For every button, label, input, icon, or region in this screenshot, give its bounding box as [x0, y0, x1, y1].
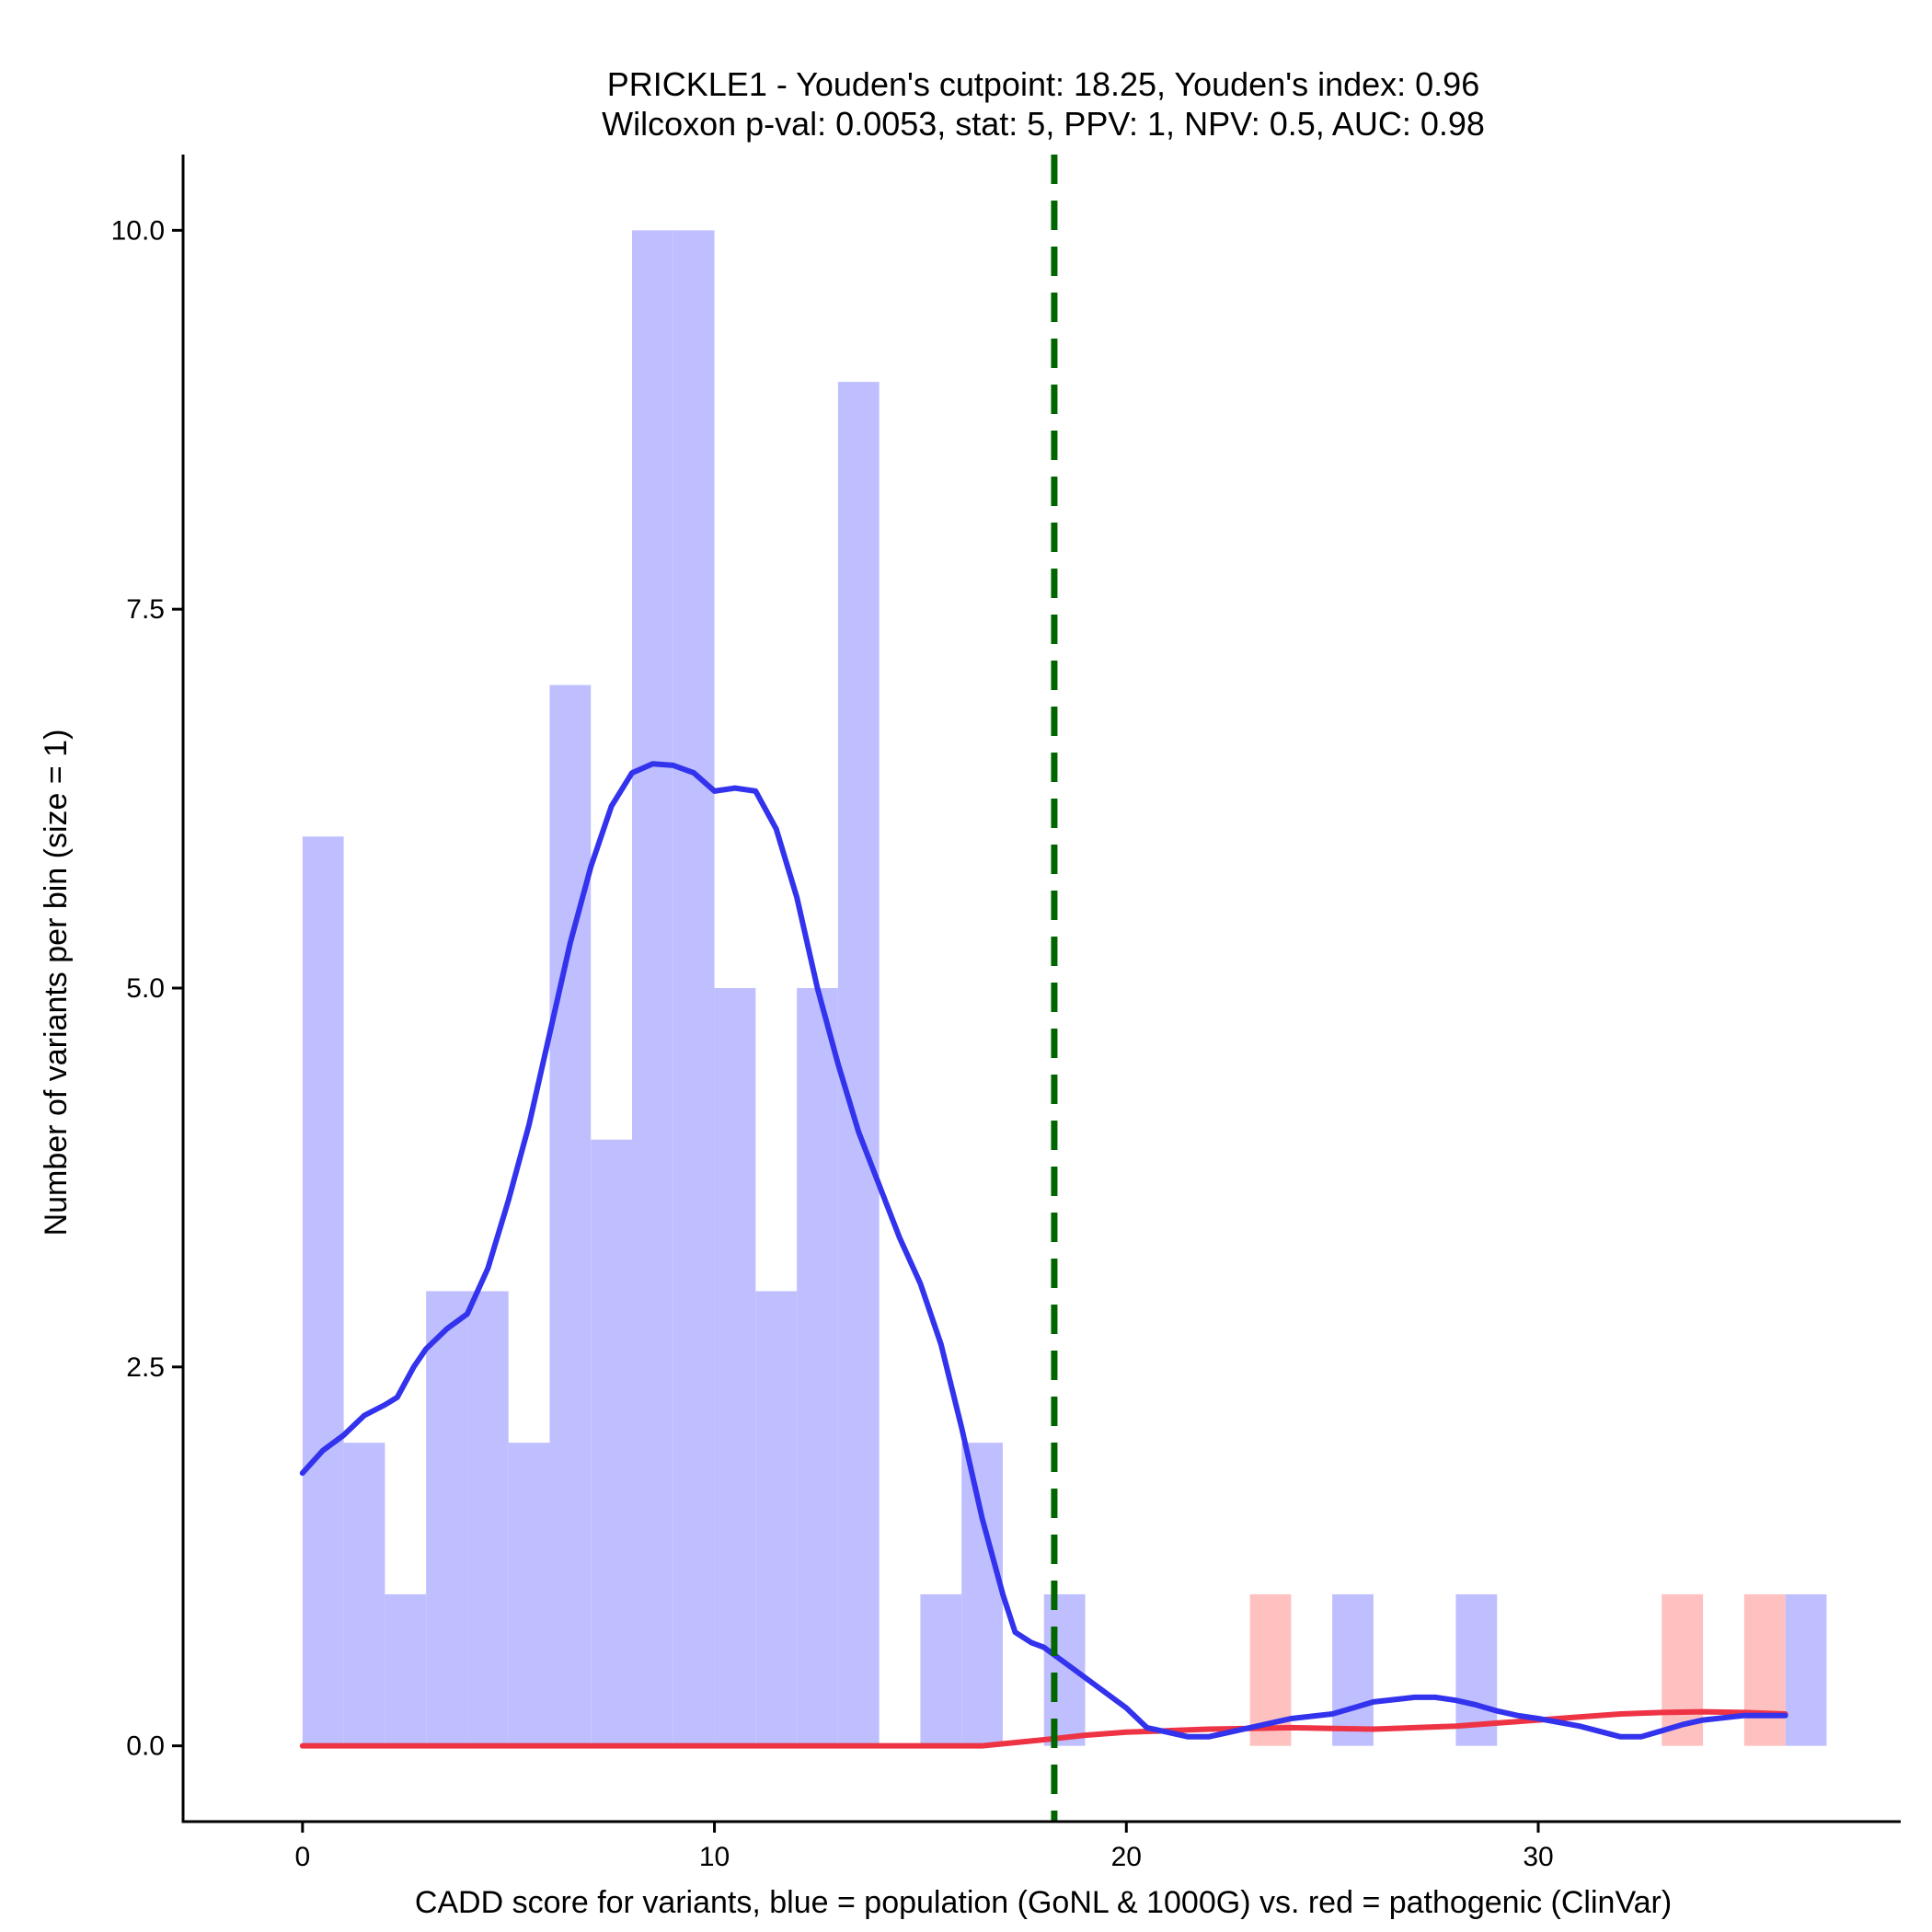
x-tick-label: 30	[1523, 1842, 1553, 1872]
x-tick-label: 0	[294, 1842, 310, 1872]
x-ticks: 0 10 20 30	[294, 1822, 1554, 1872]
y-axis-label: Number of variants per bin (size = 1)	[39, 730, 74, 1236]
y-ticks: 0.0 2.5 5.0 7.5 10.0	[111, 215, 183, 1762]
x-tick-label: 10	[699, 1842, 730, 1872]
population-bar-18	[1455, 1593, 1498, 1746]
population-bar-11	[755, 1291, 798, 1746]
y-tick-label: 10.0	[111, 215, 165, 246]
population-bar-19	[1785, 1593, 1827, 1746]
population-bar-0	[302, 836, 344, 1746]
population-density-line	[299, 761, 1788, 1740]
population-bar-10	[714, 988, 756, 1746]
y-tick-label: 0.0	[126, 1731, 165, 1762]
population-bar-13	[837, 382, 880, 1746]
x-tick-label: 20	[1111, 1842, 1142, 1872]
y-tick-label: 5.0	[126, 973, 165, 1004]
y-tick-label: 2.5	[126, 1352, 165, 1383]
population-bar-8	[632, 230, 673, 1746]
axes: 0.0 2.5 5.0 7.5 10.0 0 10 20 30	[111, 155, 1901, 1872]
population-bar-15	[961, 1443, 1003, 1746]
pathogenic-density-line	[299, 1708, 1788, 1749]
x-axis-label: CADD score for variants, blue = populati…	[415, 1885, 1672, 1920]
population-bar-3	[426, 1291, 467, 1746]
population-bar-2	[385, 1593, 427, 1746]
pathogenic-bar-2	[1743, 1593, 1786, 1746]
population-bar-1	[343, 1443, 385, 1746]
population-bar-7	[591, 1139, 633, 1746]
population-bar-6	[549, 684, 592, 1746]
y-tick-label: 7.5	[126, 594, 165, 625]
population-bar-4	[466, 1291, 509, 1746]
population-bar-5	[508, 1443, 550, 1746]
population-bars	[302, 230, 1827, 1746]
pathogenic-bars	[1249, 1593, 1786, 1746]
chart-subtitle: Wilcoxon p-val: 0.0053, stat: 5, PPV: 1,…	[602, 105, 1485, 143]
population-bar-12	[797, 988, 838, 1746]
plot-area	[299, 155, 1827, 1822]
population-bar-14	[920, 1593, 962, 1746]
population-bar-9	[673, 230, 715, 1746]
chart-title: PRICKLE1 - Youden's cutpoint: 18.25, You…	[607, 65, 1479, 103]
population-bar-17	[1332, 1593, 1374, 1746]
